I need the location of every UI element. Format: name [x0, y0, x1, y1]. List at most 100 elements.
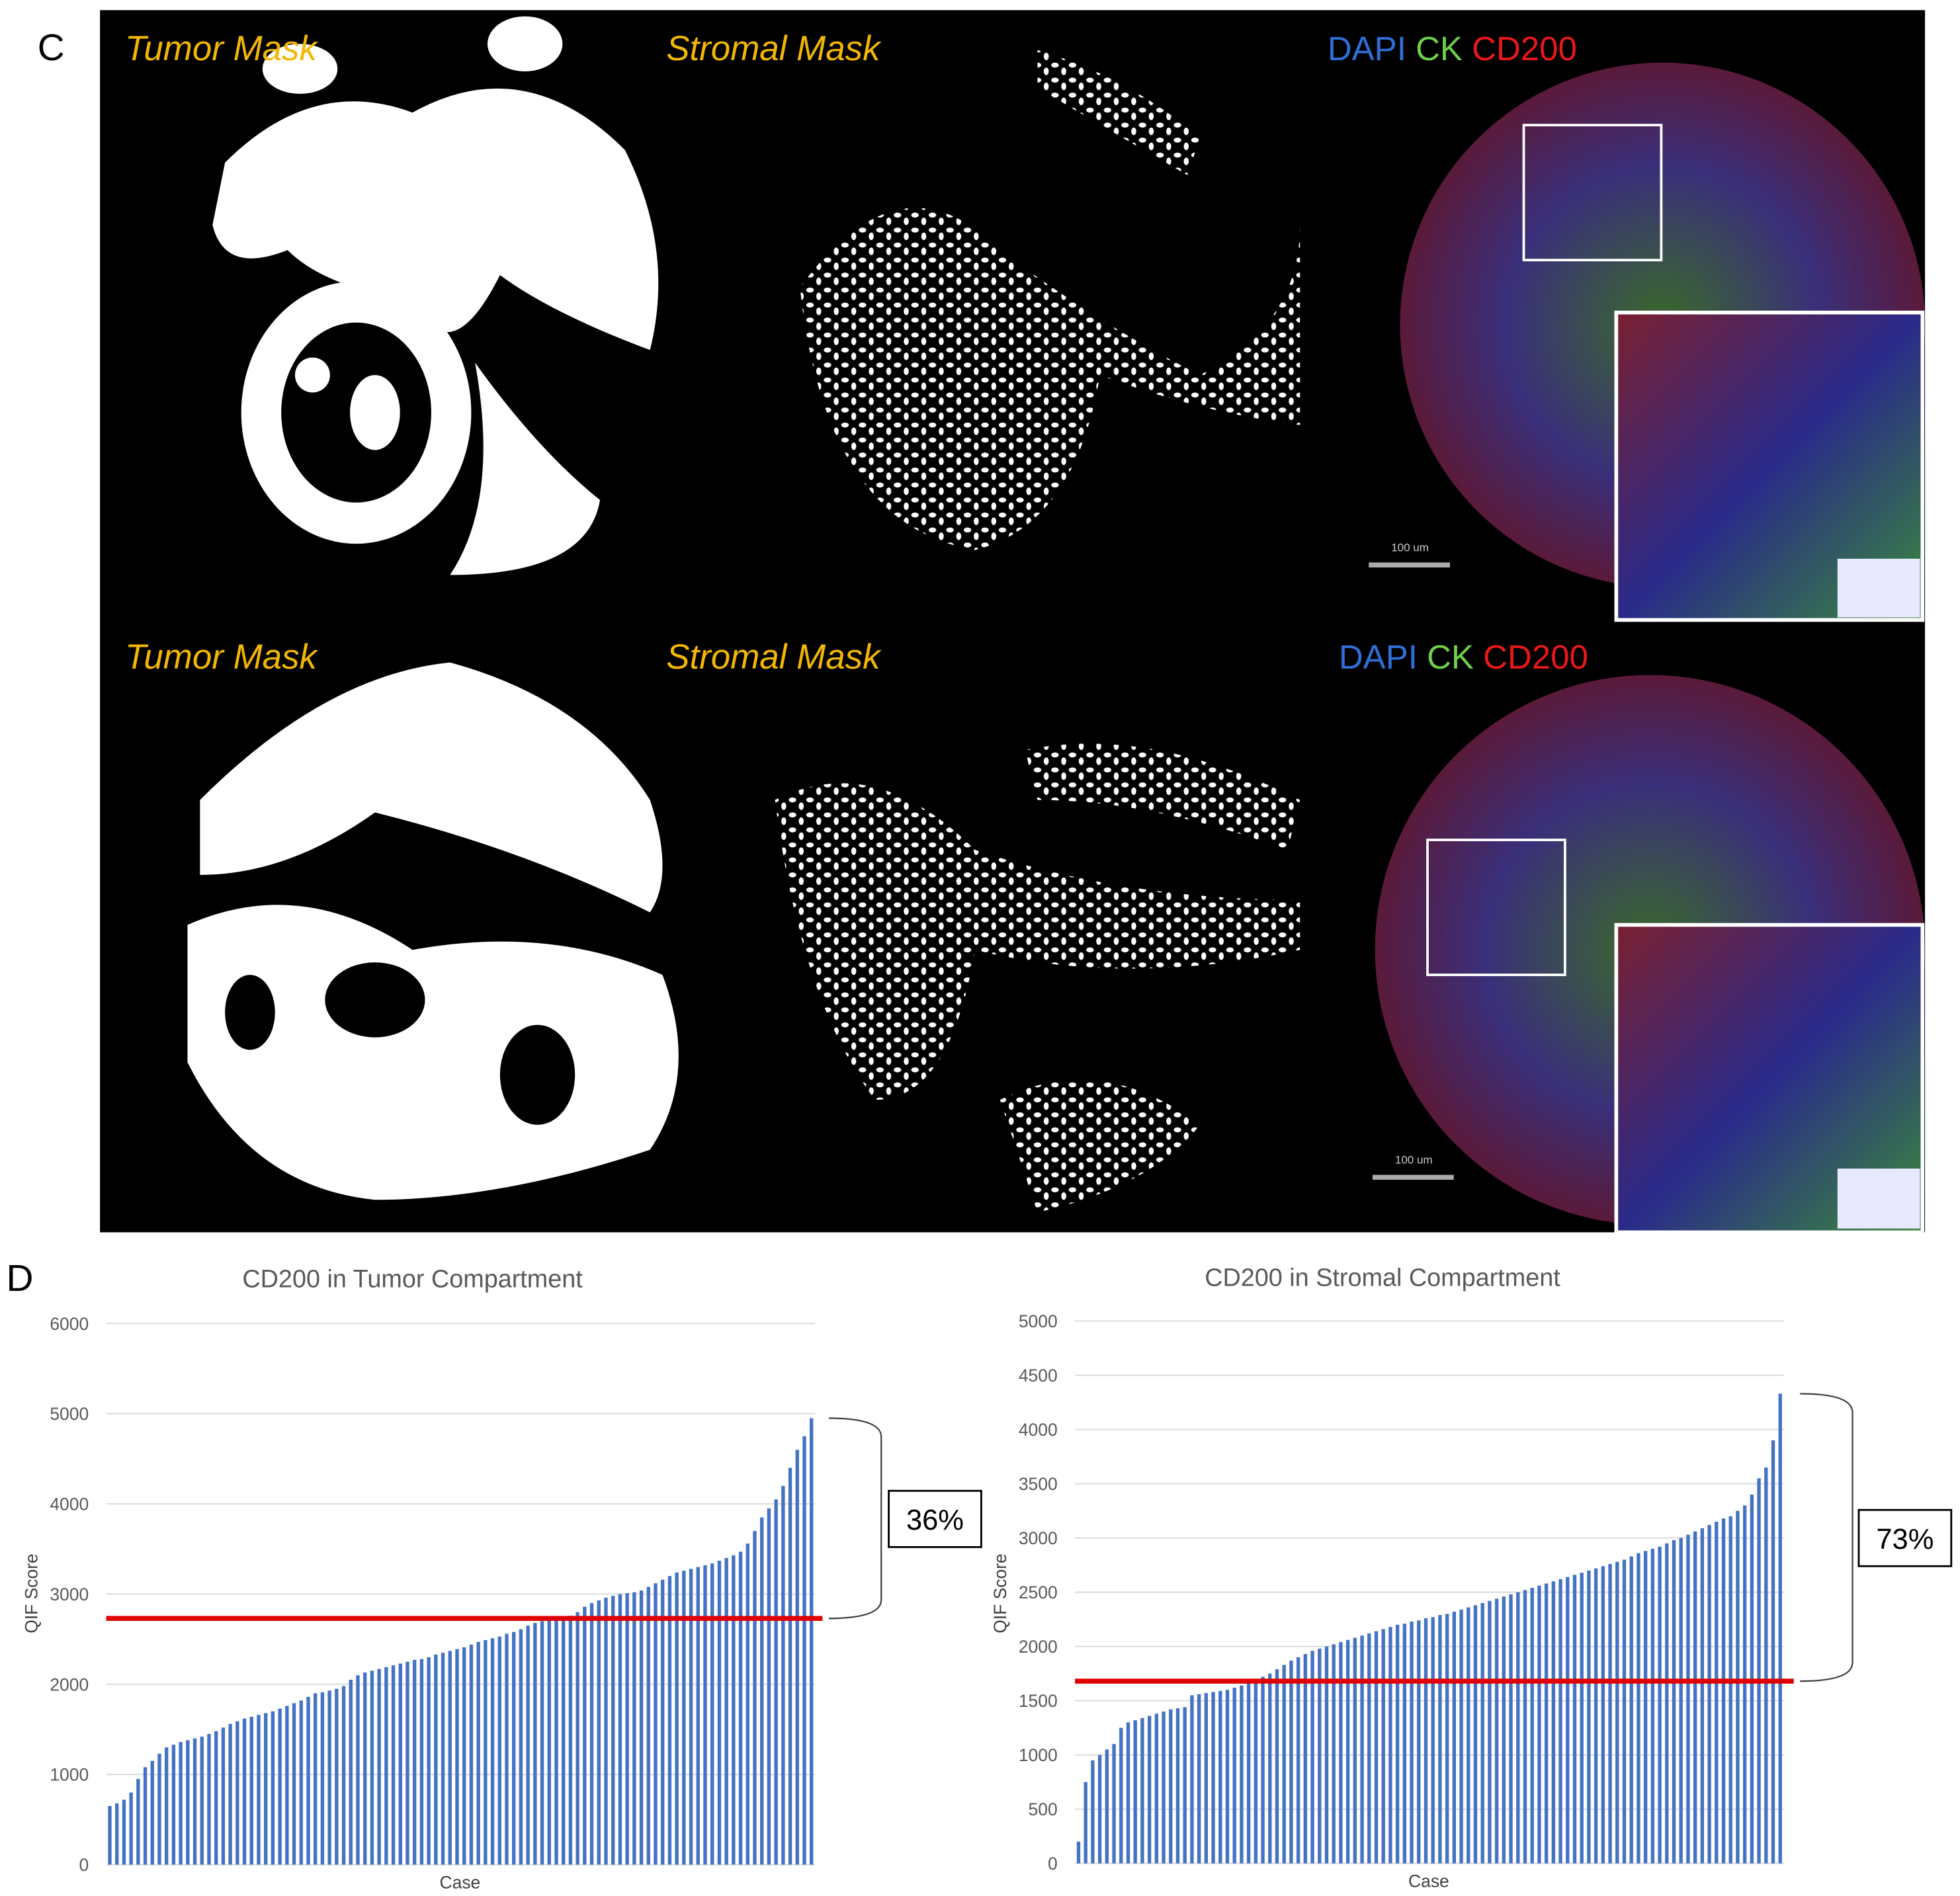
bar [589, 1603, 594, 1865]
bar [1112, 1744, 1116, 1864]
bar [533, 1623, 537, 1865]
bar [1126, 1722, 1130, 1864]
bar [1764, 1467, 1768, 1864]
bar [320, 1692, 325, 1865]
bar [512, 1631, 516, 1865]
bar [1516, 1592, 1520, 1864]
y-tick-label: 3000 [1019, 1528, 1058, 1548]
stain-legend: DAPI CK CD200 [1339, 638, 1588, 676]
bar [143, 1767, 148, 1865]
bar [604, 1597, 608, 1865]
bar [1672, 1540, 1676, 1864]
bar [249, 1716, 253, 1865]
mask-label: Tumor Mask [125, 29, 319, 68]
bar [1509, 1594, 1513, 1864]
bar [242, 1718, 247, 1865]
y-axis-label: QIF Score [22, 1553, 42, 1633]
fluorescence-image [1369, 62, 1926, 622]
bar [186, 1740, 190, 1865]
y-tick-label: 5000 [1019, 1311, 1058, 1331]
bar [746, 1544, 749, 1865]
bar [1417, 1620, 1421, 1864]
bar [377, 1669, 381, 1865]
bar [1686, 1534, 1690, 1864]
bar [1693, 1531, 1697, 1864]
bar [696, 1567, 700, 1865]
stain-name: CD200 [1472, 30, 1577, 67]
bar [710, 1563, 714, 1865]
bar [341, 1686, 346, 1865]
bar [115, 1803, 119, 1865]
bar [1133, 1720, 1137, 1864]
bar [1467, 1607, 1470, 1864]
bar [1140, 1717, 1144, 1864]
bar [583, 1606, 587, 1865]
bar [419, 1659, 424, 1865]
bar [597, 1600, 601, 1865]
y-tick-label: 1000 [50, 1765, 89, 1785]
bar [661, 1579, 665, 1865]
bar [207, 1733, 211, 1865]
bar [1665, 1543, 1669, 1864]
y-axis-label: QIF Score [990, 1553, 1010, 1633]
bar [221, 1727, 226, 1865]
bar [568, 1616, 573, 1865]
bar [314, 1693, 318, 1865]
bar [391, 1665, 396, 1865]
bar [1232, 1687, 1236, 1864]
bar [1715, 1522, 1719, 1864]
bar [1587, 1570, 1591, 1864]
bar [271, 1711, 275, 1865]
bar [646, 1587, 650, 1865]
bar [356, 1675, 360, 1865]
annotation-box [1857, 1508, 1953, 1567]
bar [1424, 1618, 1428, 1864]
mask-label: Stromal Mask [666, 29, 882, 68]
stain-name: DAPI [1328, 30, 1416, 67]
bar [292, 1703, 296, 1865]
bar [1218, 1690, 1222, 1864]
bar [1537, 1585, 1541, 1864]
bar [165, 1747, 169, 1865]
bar [1410, 1621, 1414, 1864]
bar [1339, 1642, 1343, 1864]
bar [1318, 1648, 1322, 1864]
bar [363, 1672, 367, 1865]
bar [157, 1753, 161, 1865]
bar [1594, 1568, 1598, 1864]
bar [781, 1485, 785, 1865]
stain-name: DAPI [1339, 638, 1427, 676]
y-tick-label: 0 [79, 1855, 89, 1875]
fluorescence-image [1372, 675, 1926, 1235]
bar [1402, 1624, 1407, 1864]
bar [278, 1708, 282, 1865]
bar [1629, 1556, 1633, 1864]
y-tick-label: 3500 [1019, 1474, 1058, 1494]
bar [1097, 1754, 1102, 1864]
bar [1480, 1603, 1484, 1864]
bar [505, 1633, 509, 1865]
bar [795, 1450, 799, 1865]
bar [1303, 1654, 1308, 1864]
bar [1084, 1782, 1087, 1864]
bar [1523, 1590, 1527, 1864]
bar [1332, 1644, 1336, 1864]
bar [639, 1590, 644, 1865]
y-tick-label: 3000 [50, 1585, 89, 1604]
bar [1488, 1600, 1492, 1864]
bar [214, 1731, 218, 1865]
bar [526, 1626, 530, 1865]
bar [554, 1619, 558, 1865]
bar [285, 1706, 289, 1865]
bar [724, 1557, 728, 1865]
bar [497, 1636, 501, 1865]
y-tick-label: 6000 [50, 1314, 89, 1334]
annotation: 36% [906, 1504, 964, 1536]
bar [1643, 1551, 1648, 1864]
stain-name: CK [1427, 638, 1483, 676]
tumor-mask-image [187, 662, 679, 1200]
bar [1162, 1711, 1166, 1864]
x-axis-label: Case [1408, 1872, 1449, 1891]
bar [717, 1561, 722, 1865]
